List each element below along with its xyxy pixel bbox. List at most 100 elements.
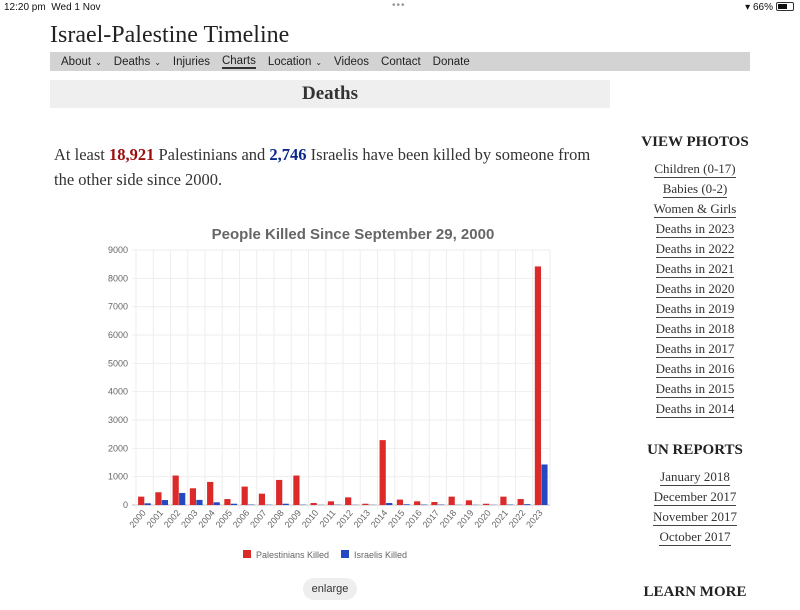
nav-item-donate[interactable]: Donate xyxy=(433,56,470,68)
nav-item-deaths[interactable]: Deaths ⌄ xyxy=(114,56,161,68)
y-tick-label: 3000 xyxy=(108,415,128,425)
main-nav: About ⌄ Deaths ⌄ Injuries Charts Location⌄ Vide… xyxy=(50,52,750,71)
x-tick-label: 2022 xyxy=(507,508,528,530)
chevron-down-icon: ⌄ xyxy=(95,58,102,67)
nav-label: Donate xyxy=(433,56,470,68)
nav-item-about[interactable]: About ⌄ xyxy=(61,56,102,68)
bar-israelis xyxy=(179,493,185,505)
x-tick-label: 2020 xyxy=(472,508,493,530)
sidebar-link[interactable]: January 2018 xyxy=(660,468,730,486)
y-tick-label: 6000 xyxy=(108,330,128,340)
sidebar-link[interactable]: Babies (0-2) xyxy=(663,180,728,198)
view-photos-title: VIEW PHOTOS xyxy=(622,134,768,151)
x-tick-label: 2023 xyxy=(524,508,545,530)
bar-palestinians xyxy=(449,497,455,505)
y-tick-label: 8000 xyxy=(108,273,128,283)
nav-item-videos[interactable]: Videos xyxy=(334,56,369,68)
chart-title: People Killed Since September 29, 2000 xyxy=(212,226,495,243)
wifi-icon: ▾ xyxy=(745,2,750,13)
bar-palestinians xyxy=(224,499,230,505)
sidebar-link[interactable]: Deaths in 2022 xyxy=(656,240,735,258)
bar-palestinians xyxy=(431,502,437,505)
bar-palestinians xyxy=(397,500,403,505)
nav-label: Injuries xyxy=(173,56,210,68)
x-tick-label: 2015 xyxy=(386,508,407,530)
site-title[interactable]: Israel-Palestine Timeline xyxy=(50,22,289,49)
bar-palestinians xyxy=(173,476,179,505)
sidebar-link[interactable]: Deaths in 2015 xyxy=(656,380,735,398)
nav-item-contact[interactable]: Contact xyxy=(381,56,421,68)
bar-israelis xyxy=(403,504,409,505)
y-tick-label: 1000 xyxy=(108,472,128,482)
bar-palestinians xyxy=(345,497,351,505)
x-tick-label: 2019 xyxy=(455,508,476,530)
bar-palestinians xyxy=(518,499,524,505)
bar-palestinians xyxy=(362,504,368,505)
bar-palestinians xyxy=(311,503,317,505)
sidebar-link[interactable]: Deaths in 2019 xyxy=(656,300,735,318)
legend-label: Israelis Killed xyxy=(354,550,407,560)
y-tick-label: 5000 xyxy=(108,358,128,368)
bar-palestinians xyxy=(293,476,299,505)
page-heading: Deaths xyxy=(50,80,610,108)
battery-icon xyxy=(776,2,794,11)
sidebar-link[interactable]: Deaths in 2017 xyxy=(656,340,735,358)
bar-israelis xyxy=(386,503,392,505)
nav-label: About xyxy=(61,56,91,68)
nav-label: Contact xyxy=(381,56,421,68)
bar-israelis xyxy=(231,504,237,505)
sidebar-link[interactable]: December 2017 xyxy=(654,488,737,506)
bar-palestinians xyxy=(207,482,213,505)
x-tick-label: 2011 xyxy=(318,508,338,529)
y-tick-label: 0 xyxy=(123,500,128,510)
x-tick-label: 2014 xyxy=(369,508,390,530)
sidebar-link[interactable]: Deaths in 2016 xyxy=(656,360,735,378)
x-tick-label: 2002 xyxy=(162,508,183,530)
sidebar-link[interactable]: October 2017 xyxy=(659,528,730,546)
bar-israelis xyxy=(541,464,547,505)
bar-palestinians xyxy=(242,487,248,505)
nav-label: Videos xyxy=(334,56,369,68)
nav-label: Location xyxy=(268,56,311,68)
x-tick-label: 2000 xyxy=(127,508,148,530)
bar-israelis xyxy=(214,502,220,505)
bar-palestinians xyxy=(535,266,541,505)
sidebar-link[interactable]: Women & Girls xyxy=(654,200,737,218)
sidebar-link[interactable]: Deaths in 2018 xyxy=(656,320,735,338)
bar-israelis xyxy=(283,504,289,505)
chevron-down-icon: ⌄ xyxy=(154,58,161,67)
bar-palestinians xyxy=(328,501,334,505)
x-tick-label: 2018 xyxy=(438,508,459,530)
y-tick-label: 2000 xyxy=(108,443,128,453)
x-tick-label: 2009 xyxy=(283,508,304,530)
deaths-bar-chart: People Killed Since September 29, 2000 0 1… xyxy=(100,220,570,570)
y-tick-label: 9000 xyxy=(108,245,128,255)
sidebar-link[interactable]: Deaths in 2014 xyxy=(656,400,735,418)
intro-text: At least 18,921 Palestinians and 2,746 I… xyxy=(54,142,614,192)
nav-item-charts[interactable]: Charts xyxy=(222,55,256,69)
multitask-dots-icon[interactable]: ••• xyxy=(392,0,406,11)
bar-israelis xyxy=(196,500,202,505)
x-tick-label: 2004 xyxy=(196,508,217,530)
nav-label: Deaths xyxy=(114,56,150,68)
x-tick-label: 2003 xyxy=(179,508,200,530)
status-right: ▾ 66% xyxy=(745,2,794,13)
bar-palestinians xyxy=(466,500,472,505)
sidebar-link[interactable]: Deaths in 2020 xyxy=(656,280,735,298)
x-tick-label: 2012 xyxy=(334,508,355,530)
nav-item-injuries[interactable]: Injuries xyxy=(173,56,210,68)
nav-item-location[interactable]: Location⌄ xyxy=(268,56,322,68)
enlarge-button[interactable]: enlarge xyxy=(303,578,357,600)
sidebar-link[interactable]: November 2017 xyxy=(653,508,737,526)
bar-palestinians xyxy=(380,440,386,505)
bar-palestinians xyxy=(276,480,282,505)
x-tick-label: 2007 xyxy=(248,508,269,530)
view-photos-section: VIEW PHOTOS Children (0-17) Babies (0-2) W… xyxy=(622,134,768,420)
x-tick-label: 2017 xyxy=(421,508,442,530)
sidebar-link[interactable]: Deaths in 2021 xyxy=(656,260,735,278)
bar-palestinians xyxy=(155,492,161,505)
status-bar: 12:20 pm Wed 1 Nov ••• ▾ 66% xyxy=(0,0,800,16)
sidebar-link[interactable]: Children (0-17) xyxy=(654,160,735,178)
sidebar-link[interactable]: Deaths in 2023 xyxy=(656,220,735,238)
